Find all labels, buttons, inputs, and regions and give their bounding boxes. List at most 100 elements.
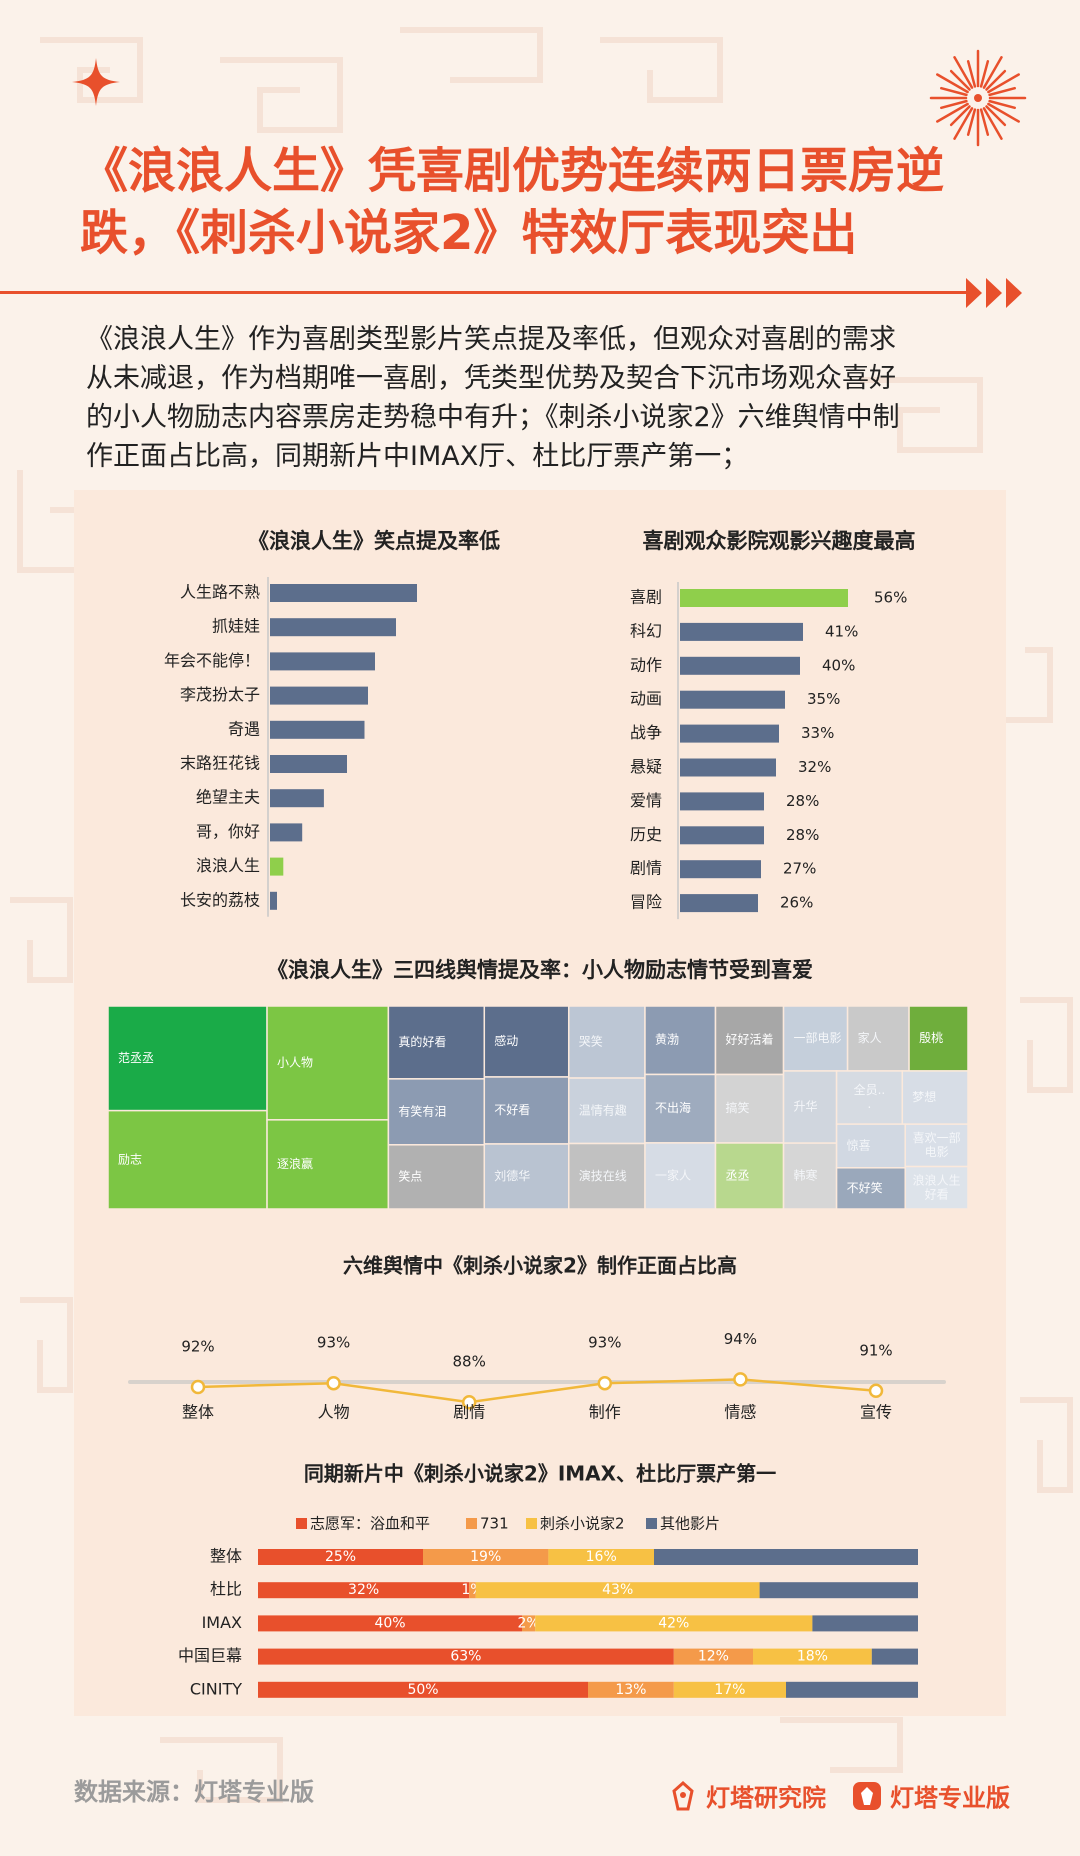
chart5-category-label: 整体 (210, 1547, 242, 1566)
chart1-title: 《浪浪人生》笑点提及率低 (248, 529, 500, 553)
brand-pro-label: 灯塔专业版 (890, 1784, 1010, 1812)
chart4-title: 六维舆情中《刺杀小说家2》制作正面占比高 (343, 1254, 737, 1278)
chart1-bar (270, 857, 284, 876)
treemap-cell-label: 小人物 (277, 1055, 313, 1069)
chart5-bar-segment (469, 1582, 476, 1599)
chart5-bar-segment (258, 1648, 674, 1665)
chart5-bar-segment (522, 1615, 536, 1632)
chart5-legend-label: 731 (480, 1515, 509, 1533)
chart4-data-label: 88% (453, 1353, 486, 1371)
chart5-data-label: 16% (586, 1549, 617, 1565)
treemap-cell-label: . (868, 1097, 872, 1111)
chart5-data-label: 17% (714, 1682, 745, 1698)
treemap-cell-label: 好好活着 (725, 1032, 773, 1047)
intro-paragraph: 《浪浪人生》作为喜剧类型影片笑点提及率低，但观众对喜剧的需求 从未减退，作为档期… (86, 320, 1006, 476)
chart5-category-label: 杜比 (210, 1580, 242, 1599)
chart1-bar (270, 720, 365, 739)
treemap-cell-label: 丞丞 (725, 1168, 749, 1182)
chart1-bar (270, 618, 396, 637)
chart2-title: 喜剧观众影院观影兴趣度最高 (643, 529, 916, 553)
chart2-data-label: 41% (825, 622, 858, 640)
chart4-category-label: 宣传 (860, 1403, 892, 1422)
chart1-bar (270, 652, 375, 671)
chart2-category-label: 悬疑 (630, 757, 662, 776)
chart2-data-label: 56% (874, 589, 907, 607)
chart2-bar (680, 622, 803, 641)
chart1-bar (270, 789, 324, 808)
chart2-category-label: 喜剧 (630, 588, 662, 607)
chart5-legend-swatch (466, 1518, 477, 1529)
treemap-cell (567, 1142, 646, 1210)
treemap-cell-label: 韩寒 (794, 1168, 818, 1183)
brand-research: 灯塔研究院 (668, 1778, 826, 1813)
treemap-cell (387, 1005, 486, 1080)
chart5-bar-segment (871, 1648, 918, 1665)
treemap-cell (266, 1005, 390, 1121)
chart-panel: 《浪浪人生》笑点提及率低 人生路不熟 抓娃娃 年会不能停！ 李茂扮太子 奇遇 末路狂花钱 绝望… (74, 490, 1006, 1716)
treemap-cell-label: 一家人 (655, 1167, 691, 1182)
intro-line: 作正面占比高，同期新片中IMAX厅、杜比厅票产第一； (86, 441, 749, 472)
treemap-cell (107, 1005, 268, 1112)
brand-research-label: 灯塔研究院 (706, 1784, 826, 1812)
chart5-data-label: 42% (658, 1615, 689, 1631)
treemap-cell (483, 1143, 570, 1210)
chart2-data-label: 26% (780, 894, 813, 912)
chart2-bar (680, 690, 785, 709)
chart5-bar-segment (423, 1549, 549, 1565)
chart2-bar (680, 589, 848, 607)
chart2-bar (680, 826, 764, 845)
chart1-bar (270, 686, 368, 705)
chart1-category-label: 长安的荔枝 (180, 890, 260, 909)
chart5-data-label: 50% (407, 1682, 438, 1698)
chart2-data-label: 28% (786, 792, 819, 810)
treemap-cell-label: 励志 (118, 1152, 142, 1166)
treemap-cell-label: 惊喜 (847, 1137, 871, 1152)
chart5-bar-segment (548, 1549, 654, 1565)
chart4-series-line (197, 1378, 877, 1404)
chart5-bar-segment (588, 1681, 674, 1698)
intro-line: 从未减退，作为档期唯一喜剧，凭类型优势及契合下沉市场观众喜好 (86, 363, 896, 394)
treemap-cell (567, 1077, 646, 1145)
chart2-category-label: 爱情 (630, 791, 662, 810)
chart5-bar-segment (673, 1648, 753, 1665)
chart5-data-label: 25% (325, 1549, 356, 1565)
chart5-legend-label: 刺杀小说家2 (540, 1515, 625, 1533)
chart5-bar-segment (753, 1648, 872, 1665)
chart5-bar-segment (258, 1582, 470, 1599)
firework-icon (929, 49, 1027, 147)
chart1-category-label: 年会不能停！ (164, 651, 260, 670)
chart2-bar (680, 792, 764, 811)
chart2-data-label: 32% (798, 758, 831, 776)
chart5-legend-label: 志愿军：浴血和平 (310, 1515, 430, 1533)
chart1-bar (270, 891, 277, 910)
page-title-line2: 跌，《刺杀小说家2》特效厅表现突出 (80, 205, 858, 261)
chart4-data-label: 93% (317, 1334, 350, 1352)
chart5-bar-segment (812, 1615, 918, 1632)
chart1-bar (270, 755, 347, 773)
chart5-data-label: 12% (698, 1649, 729, 1665)
treemap-cell (644, 1142, 717, 1210)
chart5-bar-segment (258, 1549, 423, 1565)
chart1-category-label: 人生路不熟 (180, 583, 260, 602)
page-title: 《浪浪人生》凭喜剧优势连续两日票房逆 跌，《刺杀小说家2》特效厅表现突出 (80, 140, 1020, 264)
chart4-data-label: 91% (859, 1341, 892, 1359)
treemap-cell-label: 一部电影 (794, 1030, 842, 1045)
chart5-data-label: 18% (797, 1649, 828, 1665)
treemap-cell-label: 逐浪赢 (277, 1156, 313, 1171)
treemap-cell (714, 1142, 785, 1210)
treemap-cell (714, 1073, 785, 1144)
chart1-category-label: 奇遇 (228, 719, 260, 738)
chart4-point (868, 1383, 884, 1399)
treemap-cell-label: 感动 (494, 1033, 518, 1048)
treemap-cell (782, 1005, 849, 1072)
chart4-category-label: 制作 (589, 1403, 621, 1422)
lighthouse-app-icon (853, 1781, 881, 1810)
treemap-cell-label: 哭笑 (579, 1034, 603, 1049)
treemap-cell-label: 梦想 (912, 1089, 936, 1104)
sparkle-icon (72, 58, 120, 106)
chart1-category-label: 哥，你好 (196, 822, 260, 841)
chart5-data-label: 40% (374, 1615, 405, 1631)
page-title-line1: 《浪浪人生》凭喜剧优势连续两日票房逆 (80, 143, 945, 199)
chart4-point (597, 1375, 613, 1391)
